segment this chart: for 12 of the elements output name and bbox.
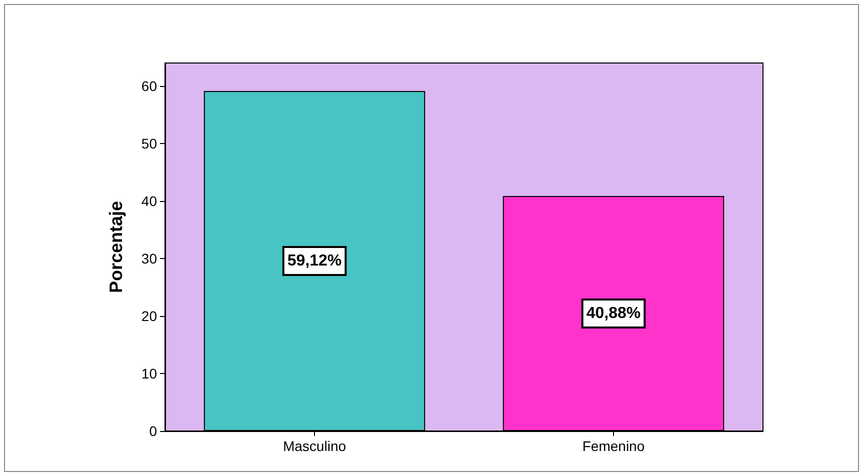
y-tick-label: 60 (141, 78, 158, 94)
x-tick-label: Femenino (582, 438, 645, 454)
y-tick-label: 20 (141, 308, 158, 324)
y-tick-label: 0 (149, 423, 158, 439)
data-label: 40,88% (586, 304, 641, 322)
x-tick-label: Masculino (282, 438, 346, 454)
y-tick-label: 30 (141, 250, 158, 266)
y-tick-label: 50 (141, 136, 158, 152)
y-axis-title: Porcentaje (106, 200, 126, 294)
y-tick-label: 40 (141, 193, 158, 209)
y-tick-label: 10 (141, 366, 158, 382)
data-label: 59,12% (287, 252, 342, 270)
